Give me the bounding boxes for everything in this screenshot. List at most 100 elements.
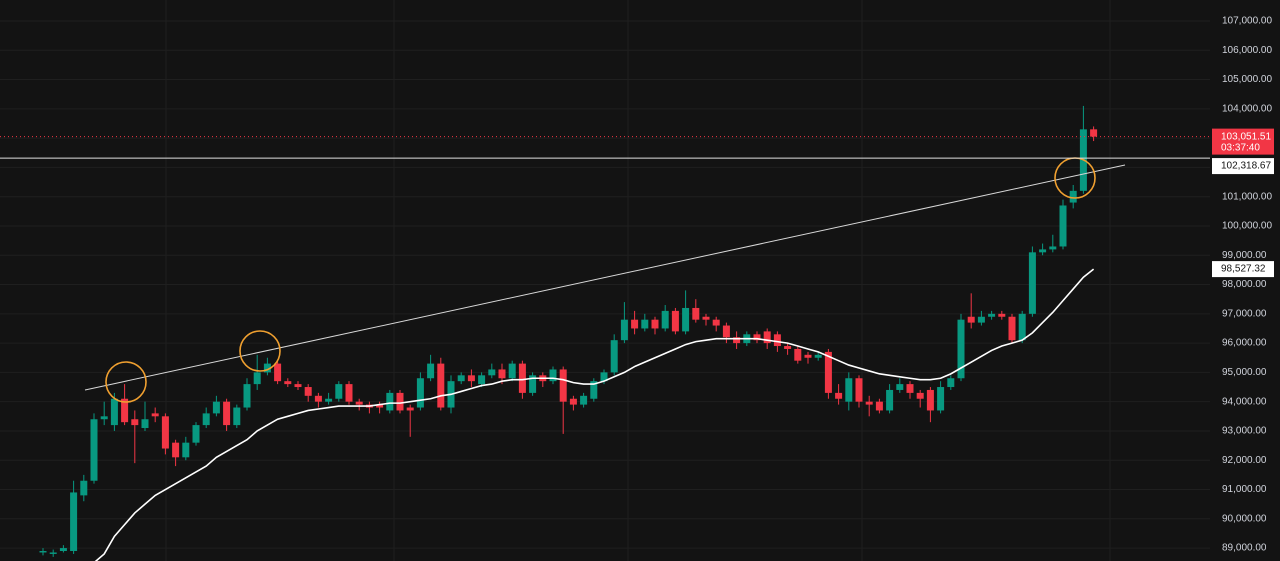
- candle-body: [865, 401, 873, 405]
- last-price-label: 103,051.51: [1221, 131, 1271, 142]
- candle-body: [294, 384, 302, 388]
- moving-average: [94, 268, 1095, 561]
- price-axis: 107,000.00 106,000.00 105,000.00 104,000.00…: [0, 16, 1274, 554]
- y-tick-label: 99,000.00: [1222, 250, 1267, 261]
- candle-body: [957, 319, 965, 379]
- candle-body: [763, 331, 771, 344]
- candle-body: [406, 407, 414, 411]
- y-tick-label: 100,000.00: [1222, 221, 1272, 232]
- candle-body: [1028, 252, 1036, 314]
- candle-body: [1018, 313, 1026, 341]
- candle-body: [39, 551, 47, 553]
- candle-body: [896, 384, 904, 390]
- candle-body: [335, 384, 343, 399]
- candle-body: [916, 392, 924, 399]
- candle-body: [80, 480, 88, 496]
- y-tick-label: 97,000.00: [1222, 308, 1267, 319]
- candle-body: [947, 378, 955, 388]
- y-tick-label: 89,000.00: [1222, 543, 1267, 554]
- candle-body: [773, 334, 781, 347]
- candle-body: [845, 378, 853, 402]
- candle-body: [70, 492, 78, 552]
- candle-body: [600, 372, 608, 382]
- candle-body: [284, 381, 292, 385]
- candle-body: [212, 401, 220, 414]
- y-tick-label: 92,000.00: [1222, 455, 1267, 466]
- candle-body: [1049, 246, 1057, 250]
- candle-body: [100, 416, 108, 420]
- candle-body: [314, 395, 322, 402]
- candle-body: [702, 316, 710, 320]
- candle-body: [386, 392, 394, 411]
- candle-body: [457, 375, 465, 382]
- candle-body: [518, 363, 526, 393]
- candle-body: [467, 375, 475, 382]
- candle-body: [682, 307, 690, 332]
- y-tick-label: 95,000.00: [1222, 367, 1267, 378]
- candle-body: [1090, 129, 1098, 137]
- candle-body: [121, 398, 129, 423]
- candle-body: [1039, 249, 1047, 253]
- last-price-tag: [1212, 128, 1274, 155]
- candle-body: [90, 419, 98, 481]
- candle-body: [478, 375, 486, 385]
- candle-body: [131, 419, 139, 426]
- candle-body: [376, 404, 384, 408]
- candle-body: [1069, 190, 1077, 203]
- candle-body: [753, 334, 761, 341]
- candle-body: [967, 316, 975, 323]
- candle-body: [610, 340, 618, 373]
- candle-body: [692, 307, 700, 320]
- ma-tag: [1212, 261, 1274, 278]
- candle-body: [722, 325, 730, 338]
- candle-body: [875, 401, 883, 411]
- candle-body: [998, 313, 1006, 317]
- candle-body: [508, 363, 516, 379]
- candle-body: [202, 413, 210, 426]
- candle-body: [977, 316, 985, 323]
- candle-body: [192, 425, 200, 443]
- y-tick-label: 104,000.00: [1222, 103, 1272, 114]
- candle-body: [835, 392, 843, 399]
- candle-body: [182, 442, 190, 458]
- y-tick-label: 107,000.00: [1222, 16, 1272, 27]
- candle-body: [631, 319, 639, 329]
- price-tag: [1212, 158, 1274, 175]
- y-tick-label: 105,000.00: [1222, 74, 1272, 85]
- y-tick-label: 96,000.00: [1222, 338, 1267, 349]
- trendline: [84, 164, 1126, 391]
- candle-body: [416, 378, 424, 408]
- candle-body: [325, 398, 333, 402]
- candle-body: [886, 389, 894, 411]
- candle-body: [49, 552, 57, 554]
- candle-body: [559, 369, 567, 402]
- y-tick-label: 93,000.00: [1222, 426, 1267, 437]
- highlight-circle: [239, 330, 281, 372]
- candle-body: [263, 363, 271, 373]
- candle-body: [110, 398, 118, 426]
- candle-body: [355, 401, 363, 405]
- price-tag-label: 102,318.67: [1221, 161, 1271, 172]
- vertical-grid: [165, 0, 1111, 561]
- candle-body: [345, 384, 353, 402]
- candle-body: [437, 363, 445, 408]
- candle-body: [906, 384, 914, 393]
- candle-body: [988, 313, 996, 317]
- candle-body: [1059, 205, 1067, 247]
- candle-body: [641, 319, 649, 329]
- candle-body: [427, 363, 435, 379]
- candle-body: [926, 389, 934, 411]
- candle-body: [580, 395, 588, 405]
- candle-body: [804, 354, 812, 358]
- candle-body: [243, 384, 251, 408]
- y-tick-label: 94,000.00: [1222, 396, 1267, 407]
- candle-body: [151, 413, 159, 417]
- candle-body: [304, 387, 312, 396]
- candle-body: [161, 416, 169, 449]
- y-tick-label: 101,000.00: [1222, 191, 1272, 202]
- candle-body: [784, 346, 792, 349]
- countdown: 03:37:40: [1221, 142, 1260, 153]
- candle-body: [488, 369, 496, 376]
